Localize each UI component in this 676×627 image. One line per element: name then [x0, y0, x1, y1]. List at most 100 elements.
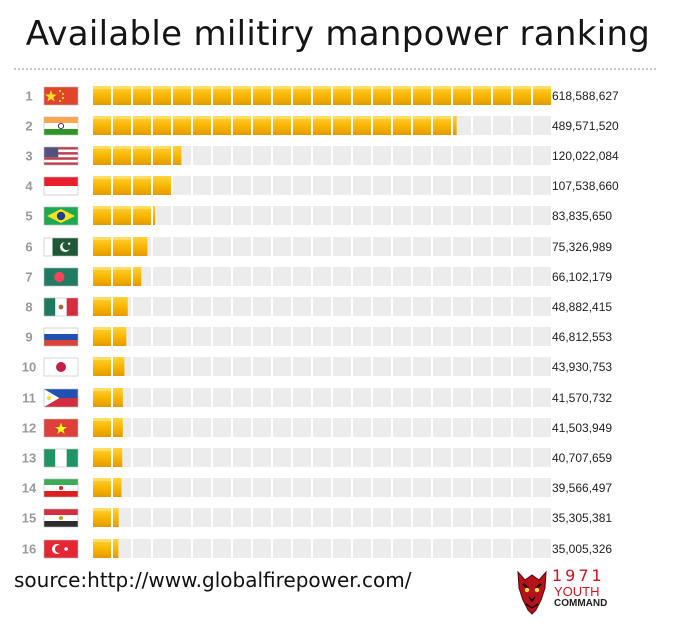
bar-segment [393, 86, 411, 105]
rank-label: 3 [25, 149, 32, 164]
bar-row: 9 46,812,553 [25, 327, 612, 347]
bar-track-segment [273, 206, 291, 225]
bar-track-segment [473, 418, 491, 437]
value-label: 35,305,381 [552, 511, 612, 525]
bar-track-segment [413, 176, 431, 195]
bar-track-segment [213, 539, 231, 558]
bar-segment [373, 86, 391, 105]
bar-track-segment [293, 478, 311, 497]
bar-segment-highlight [113, 237, 131, 240]
bar-track-segment [533, 176, 551, 195]
bar-segment [173, 86, 191, 105]
bar-track-segment [353, 418, 371, 437]
bar-track-segment [273, 297, 291, 316]
bar-track-segment [493, 146, 511, 165]
bar-segment-highlight [133, 86, 151, 89]
bar-segment [353, 116, 371, 135]
rank-label: 15 [22, 511, 36, 526]
bar-track-segment [493, 267, 511, 286]
bar-track-segment [393, 508, 411, 527]
bar-track-segment [213, 327, 231, 346]
bar-segment [313, 86, 331, 105]
rank-label: 4 [25, 179, 33, 194]
bar-segment-highlight [453, 86, 471, 89]
bar-track-segment [373, 448, 391, 467]
bar-segment [393, 116, 411, 135]
bar-track-segment [253, 297, 271, 316]
bar-track-segment [393, 146, 411, 165]
indonesia-flag-icon [43, 176, 79, 196]
bar-track-segment [493, 448, 511, 467]
bar-segment-highlight [153, 86, 171, 89]
bar-row: 8 48,882,415 [25, 297, 612, 317]
bar-track-segment [273, 448, 291, 467]
bar-track-segment [213, 176, 231, 195]
bar-track-segment [533, 539, 551, 558]
bar-track-segment [473, 539, 491, 558]
bar-track-segment [293, 448, 311, 467]
bar-track-segment [293, 508, 311, 527]
rank-label: 9 [25, 330, 32, 345]
bar-track-segment [393, 448, 411, 467]
bar-track-segment [173, 206, 191, 225]
bar-segment-highlight [533, 86, 551, 89]
bar-segment-highlight [113, 206, 131, 209]
bar-track-segment [213, 478, 231, 497]
bar-track-segment [233, 388, 251, 407]
bar-segment-partial [113, 448, 123, 467]
bar-segment-partial [453, 116, 457, 135]
bar-track-segment [133, 297, 151, 316]
bar-segment [93, 357, 111, 376]
bar-segment-highlight [93, 146, 111, 149]
bar-track-segment [493, 508, 511, 527]
bar-track-segment [313, 146, 331, 165]
bar-segment-highlight [393, 86, 411, 89]
bar-track-segment [253, 508, 271, 527]
bar-segment-highlight [113, 116, 131, 119]
bar-segment-highlight [93, 297, 111, 300]
bar-track-segment [193, 388, 211, 407]
bar-segment-highlight [133, 116, 151, 119]
bar-track-segment [233, 267, 251, 286]
bar-segment-partial [113, 539, 119, 558]
bar-track-segment [253, 539, 271, 558]
bar-segment-highlight [173, 86, 191, 89]
bar-segment-partial [153, 206, 156, 225]
bar-segment-partial [133, 267, 142, 286]
bar-track-segment [173, 478, 191, 497]
bar-track-segment [393, 237, 411, 256]
bar-segment-highlight [273, 116, 291, 119]
bar-segment [493, 86, 511, 105]
bar-row: 4 107,538,660 [25, 176, 619, 196]
value-label: 35,005,326 [552, 542, 612, 556]
bar-segment-highlight [93, 478, 111, 481]
bar-track-segment [453, 478, 471, 497]
bar-track-segment [173, 297, 191, 316]
bar-track-segment [453, 146, 471, 165]
bar-track-segment [393, 357, 411, 376]
bar-track-segment [353, 508, 371, 527]
bar-segment [113, 237, 131, 256]
bar-track-segment [153, 206, 171, 225]
bar-row: 15 35,305,381 [22, 508, 612, 528]
bar-track-segment [453, 176, 471, 195]
bar-track-segment [333, 448, 351, 467]
bar-track-segment [153, 297, 171, 316]
bar-track-segment [333, 237, 351, 256]
russia-flag-icon [43, 327, 79, 347]
bar-track-segment [473, 146, 491, 165]
bar-segment-highlight [233, 86, 251, 89]
bar-segment-highlight [373, 116, 391, 119]
bar-track-segment [513, 116, 531, 135]
bar-track-segment [273, 508, 291, 527]
bar-track-segment [213, 267, 231, 286]
bar-segment [113, 206, 131, 225]
bar-track-segment [353, 388, 371, 407]
bar-track-segment [253, 327, 271, 346]
bar-track-segment [333, 146, 351, 165]
bar-track-segment [333, 418, 351, 437]
bar-row: 3 120,022,084 [25, 146, 619, 166]
bar-segment [293, 86, 311, 105]
bar-track-segment [233, 237, 251, 256]
bar-segment-highlight [153, 146, 171, 149]
